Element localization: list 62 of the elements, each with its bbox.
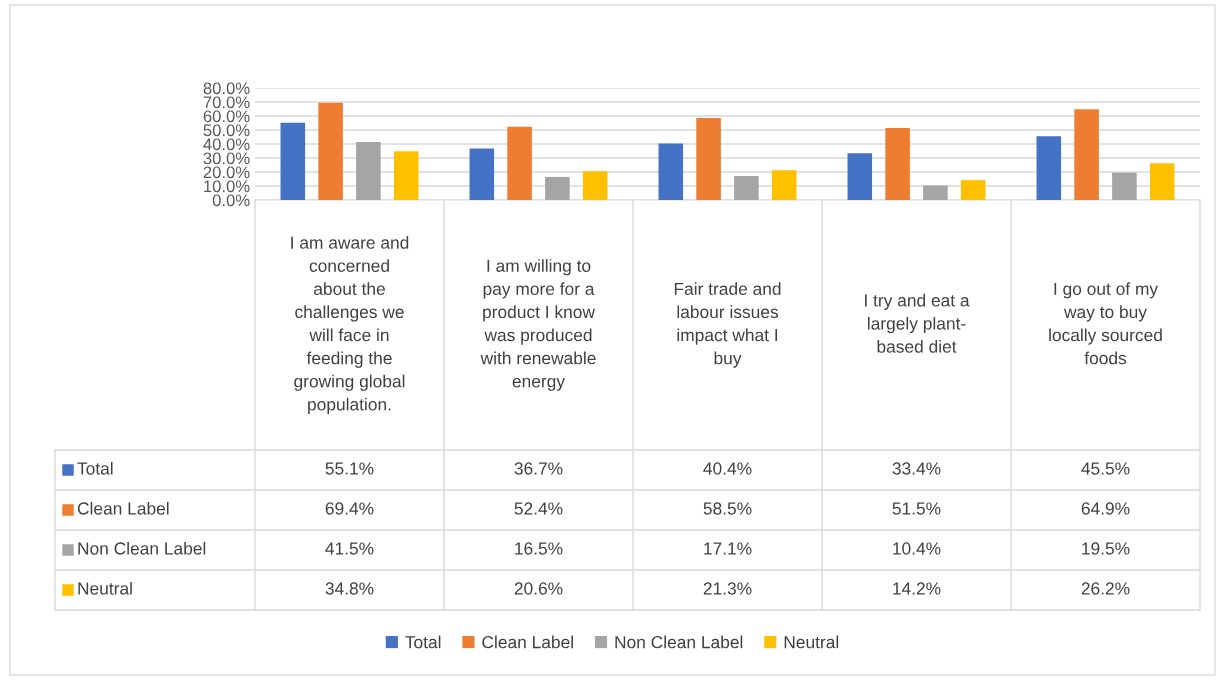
x-tick-label: I am willing to pay more for a product I know was produced with renewable energy: [480, 259, 596, 391]
data-label: 52.4%: [514, 502, 563, 515]
bar: [318, 102, 343, 200]
bar: [507, 126, 532, 200]
data-label: 33.4%: [892, 462, 941, 475]
bar: [582, 171, 608, 200]
bar: [696, 118, 721, 200]
bar: [923, 185, 948, 200]
y-tick-label: 10.0%: [204, 180, 250, 193]
bar: [393, 151, 419, 200]
data-label: 40.4%: [703, 462, 752, 475]
x-tick-label: I am aware and concerned about the challenges we will face in feeding the growing global population.: [291, 236, 409, 414]
y-tick-label: 80.0%: [203, 82, 250, 95]
data-label: 26.2%: [1081, 582, 1130, 595]
legend-label: Non Clean Label: [78, 541, 206, 555]
data-label: 45.5%: [1081, 462, 1130, 475]
data-label: 58.5%: [703, 502, 752, 515]
bar: [847, 153, 873, 200]
bar: [885, 127, 910, 200]
text: Clean Label: [482, 635, 573, 649]
y-tick-label: 30.0%: [203, 152, 250, 165]
x-tick-label: Fair trade and labour issues impact what I buy: [674, 282, 781, 368]
bar: [1036, 136, 1062, 200]
legend-label: Total: [77, 461, 113, 475]
data-label: 17.1%: [704, 542, 752, 555]
text: Neutral: [78, 581, 132, 595]
data-label: 69.4%: [325, 502, 374, 515]
bar: [1149, 163, 1175, 200]
data-label: 14.2%: [893, 582, 941, 595]
y-tick-label: 60.0%: [203, 110, 250, 123]
bar: [658, 143, 684, 200]
y-tick-label: 50.0%: [203, 124, 250, 137]
data-label: 55.1%: [325, 462, 374, 475]
y-tick-label: 0.0%: [212, 194, 250, 207]
data-label: 16.5%: [515, 542, 563, 555]
bar: [1112, 172, 1137, 200]
data-label: 19.5%: [1082, 542, 1130, 555]
legend-label: Clean Label: [77, 501, 169, 515]
legend-label: Neutral: [784, 635, 839, 649]
data-label: 36.7%: [514, 462, 563, 475]
data-label: 51.5%: [892, 502, 941, 515]
bar: [771, 170, 797, 200]
bar: [356, 141, 381, 200]
text: Total: [405, 635, 441, 649]
bar: [280, 122, 306, 200]
bar: [1074, 109, 1099, 200]
data-label: 64.9%: [1081, 502, 1130, 515]
data-label: 21.3%: [703, 582, 752, 595]
y-tick-label: 40.0%: [203, 138, 250, 151]
bar: [734, 176, 759, 200]
data-label: 34.8%: [325, 582, 374, 595]
x-tick-label: I try and eat a largely plant- based diet: [865, 293, 970, 353]
x-tick-label: I go out of my way to buy locally sourced foods: [1049, 282, 1162, 365]
text: Non Clean Label: [615, 635, 743, 649]
data-label: 10.4%: [893, 542, 941, 555]
data-label: 41.5%: [325, 542, 374, 555]
y-tick-label: 70.0%: [203, 96, 250, 109]
data-label: 20.6%: [514, 582, 563, 595]
bar: [960, 180, 986, 200]
bar: [545, 176, 570, 200]
y-tick-label: 20.0%: [203, 166, 250, 179]
bar: [469, 148, 495, 200]
